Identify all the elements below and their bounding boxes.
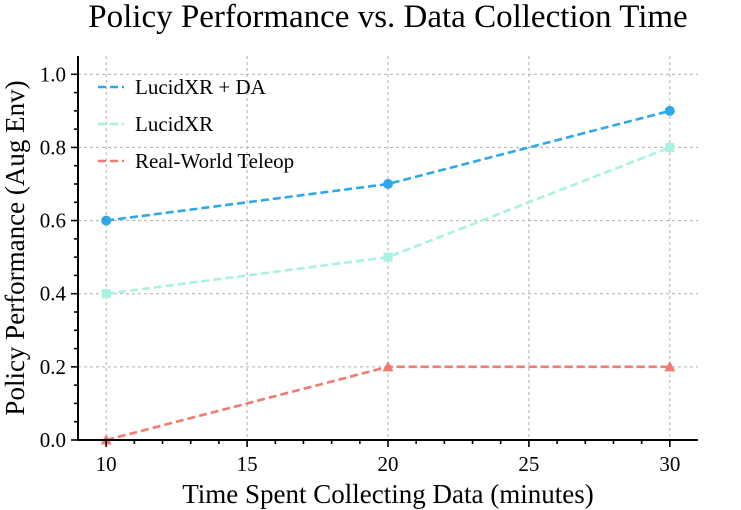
data-point — [382, 360, 394, 372]
x-axis-ticks: 10 15 20 25 30 — [96, 440, 680, 476]
x-tick-label: 20 — [378, 452, 399, 476]
y-axis-ticks: 0.0 0.2 0.4 0.6 0.8 1.0 — [40, 62, 78, 452]
data-point — [101, 289, 111, 299]
series-lucidxr — [101, 142, 675, 299]
x-tick-label: 30 — [659, 452, 680, 476]
y-tick-label: 0.8 — [40, 135, 66, 159]
legend-label: Real-World Teleop — [135, 149, 294, 173]
x-axis-label: Time Spent Collecting Data (minutes) — [182, 479, 593, 509]
legend-label: LucidXR + DA — [135, 75, 267, 99]
x-tick-label: 10 — [96, 452, 117, 476]
series-lucidxr-da — [101, 105, 675, 226]
y-tick-label: 1.0 — [40, 62, 66, 86]
series-layer — [100, 105, 676, 445]
data-point — [383, 252, 393, 262]
x-tick-label: 25 — [518, 452, 539, 476]
legend-item: LucidXR — [98, 112, 213, 136]
y-tick-label: 0.4 — [40, 282, 67, 306]
legend-item: Real-World Teleop — [98, 149, 294, 173]
series-real-world-teleop — [100, 360, 676, 445]
series-line — [106, 146, 671, 296]
data-point — [665, 142, 675, 152]
x-tick-label: 15 — [237, 452, 258, 476]
data-point — [383, 179, 393, 189]
y-tick-label: 0.2 — [40, 355, 66, 379]
y-tick-label: 0.0 — [40, 428, 66, 452]
legend: LucidXR + DA LucidXR Real-World Teleop — [98, 75, 294, 173]
data-point — [664, 360, 676, 372]
y-tick-label: 0.6 — [40, 209, 66, 233]
legend-item: LucidXR + DA — [98, 75, 267, 99]
data-point — [664, 105, 675, 116]
y-axis-label: Policy Performance (Aug Env) — [0, 80, 30, 415]
legend-label: LucidXR — [135, 112, 213, 136]
data-point — [101, 215, 112, 226]
chart-title: Policy Performance vs. Data Collection T… — [88, 0, 687, 35]
